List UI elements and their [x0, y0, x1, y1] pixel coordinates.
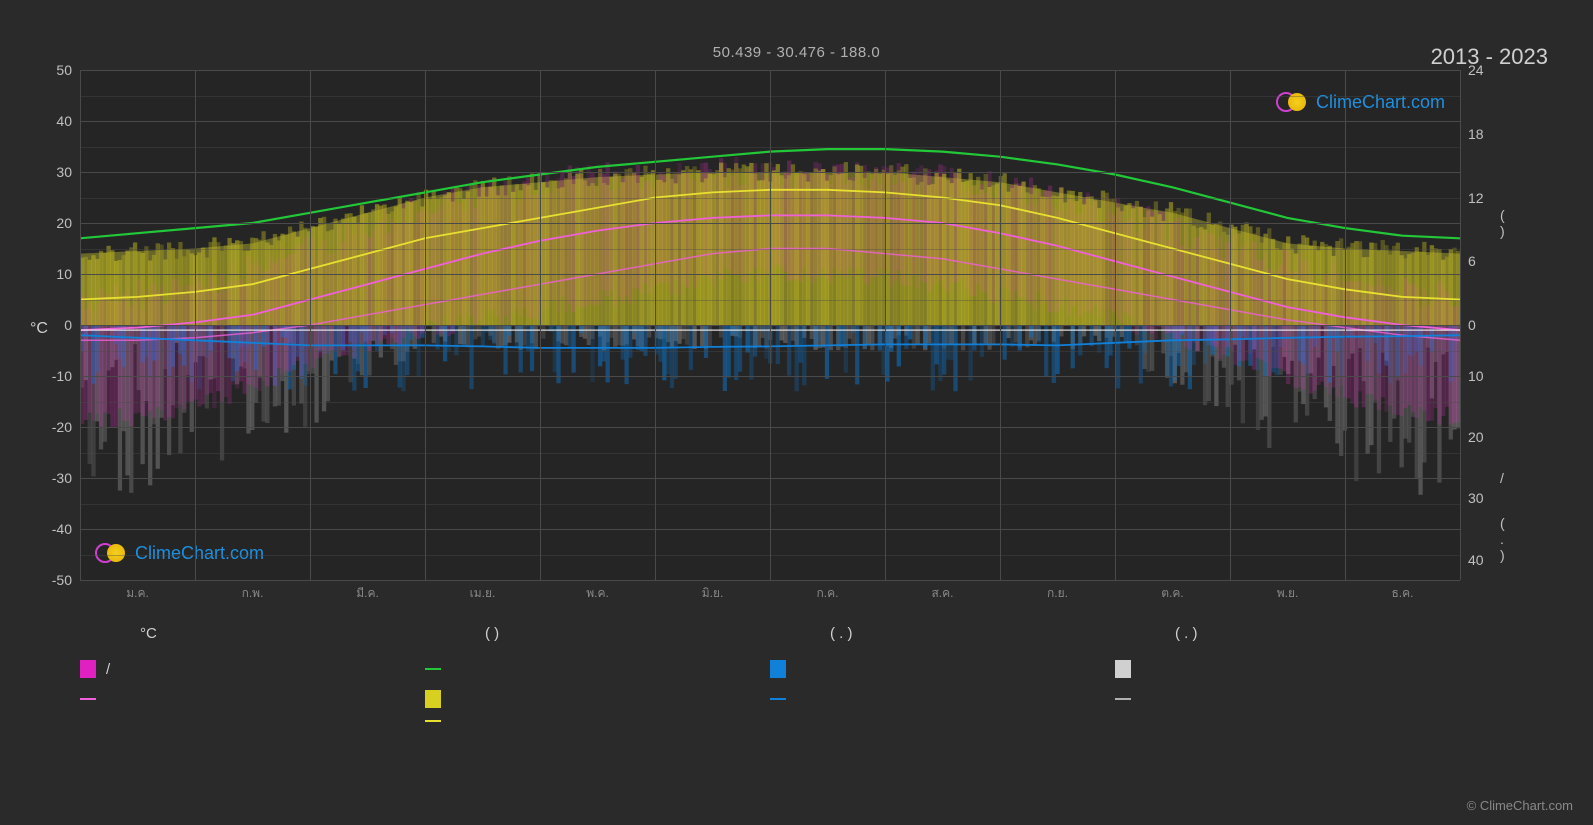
- right-axis-annotation: ( ): [1500, 207, 1505, 239]
- logo-icon: [95, 541, 127, 565]
- grid-line-v: [425, 70, 426, 580]
- month-label: ก.พ.: [242, 580, 264, 603]
- legend-swatch-line: [1115, 698, 1131, 700]
- month-label: ต.ค.: [1161, 580, 1184, 603]
- logo-top: ClimeChart.com: [1276, 90, 1445, 114]
- footer-copyright: © ClimeChart.com: [1467, 798, 1573, 813]
- legend-item: [425, 720, 770, 722]
- legend-swatch-line: [770, 698, 786, 700]
- month-label: พ.ย.: [1277, 580, 1299, 603]
- legend: °C( )( . )( . )/: [80, 625, 1460, 734]
- header-year-range: 2013 - 2023: [1431, 44, 1548, 70]
- month-label: ก.ย.: [1047, 580, 1068, 603]
- left-axis-tick-label: -10: [52, 368, 80, 384]
- left-axis-tick-label: 10: [56, 266, 80, 282]
- left-axis-tick-label: 40: [56, 113, 80, 129]
- legend-item: [1115, 690, 1460, 708]
- grid-line-v: [540, 70, 541, 580]
- month-label: ส.ค.: [931, 580, 953, 603]
- grid-line-h: [80, 580, 1460, 581]
- right-axis-tick-label: 12: [1460, 190, 1484, 206]
- legend-swatch-line: [425, 668, 441, 670]
- grid-line-v: [1460, 70, 1461, 580]
- month-label: เม.ย.: [470, 580, 496, 603]
- month-label: ก.ค.: [817, 580, 839, 603]
- left-axis-tick-label: -30: [52, 470, 80, 486]
- grid-line-v: [1230, 70, 1231, 580]
- left-axis-tick-label: -50: [52, 572, 80, 588]
- legend-swatch: [770, 660, 786, 678]
- legend-label: /: [106, 661, 110, 678]
- logo-icon: [1276, 90, 1308, 114]
- legend-item: [425, 690, 770, 708]
- logo-bottom: ClimeChart.com: [95, 541, 264, 565]
- grid-line-v: [1345, 70, 1346, 580]
- legend-swatch: [1115, 660, 1131, 678]
- grid-line-v: [1115, 70, 1116, 580]
- left-axis-tick-label: 50: [56, 62, 80, 78]
- left-axis-tick-label: -40: [52, 521, 80, 537]
- right-axis-tick-label: 30: [1460, 490, 1484, 506]
- grid-line-v: [885, 70, 886, 580]
- legend-swatch-line: [80, 698, 96, 700]
- left-axis-tick-label: -20: [52, 419, 80, 435]
- left-axis-tick-label: 30: [56, 164, 80, 180]
- legend-item: [80, 690, 425, 708]
- left-axis-title: °C: [30, 320, 48, 338]
- legend-item: [770, 690, 1115, 708]
- legend-header: ( . ): [770, 625, 1115, 642]
- legend-item: [80, 720, 425, 722]
- legend-header: ( ): [425, 625, 770, 642]
- legend-swatch-line: [425, 720, 441, 722]
- right-axis-tick-label: 6: [1460, 253, 1476, 269]
- month-label: ม.ค.: [126, 580, 149, 603]
- legend-item: [1115, 720, 1460, 722]
- left-axis-tick-label: 20: [56, 215, 80, 231]
- legend-item: /: [80, 660, 425, 678]
- month-label: มิ.ย.: [702, 580, 724, 603]
- right-axis-tick-label: 20: [1460, 429, 1484, 445]
- grid-line-v: [80, 70, 81, 580]
- legend-header: °C: [80, 625, 425, 642]
- left-axis-tick-label: 0: [64, 317, 80, 333]
- grid-line-v: [655, 70, 656, 580]
- logo-text: ClimeChart.com: [135, 543, 264, 564]
- legend-swatch: [80, 660, 96, 678]
- chart-plot-area: ClimeChart.com ClimeChart.com 5040302010…: [80, 70, 1460, 580]
- grid-line-v: [195, 70, 196, 580]
- right-axis-tick-label: 40: [1460, 552, 1484, 568]
- right-axis-tick-label: 18: [1460, 126, 1484, 142]
- legend-item: [770, 720, 1115, 722]
- right-axis-tick-label: 10: [1460, 368, 1484, 384]
- grid-line-v: [310, 70, 311, 580]
- legend-item: [770, 660, 1115, 678]
- grid-line-v: [1000, 70, 1001, 580]
- legend-item: [425, 660, 770, 678]
- header-coordinates: 50.439 - 30.476 - 188.0: [0, 44, 1593, 61]
- grid-line-v: [770, 70, 771, 580]
- month-label: พ.ค.: [586, 580, 609, 603]
- right-axis-tick-label: 0: [1460, 317, 1476, 333]
- right-axis-annotation: /: [1500, 470, 1504, 486]
- legend-header: ( . ): [1115, 625, 1460, 642]
- month-label: มี.ค.: [356, 580, 379, 603]
- right-axis-tick-label: 24: [1460, 62, 1484, 78]
- right-axis-annotation: ( . ): [1500, 515, 1505, 563]
- legend-item: [1115, 660, 1460, 678]
- month-label: ธ.ค.: [1391, 580, 1413, 603]
- legend-swatch: [425, 690, 441, 708]
